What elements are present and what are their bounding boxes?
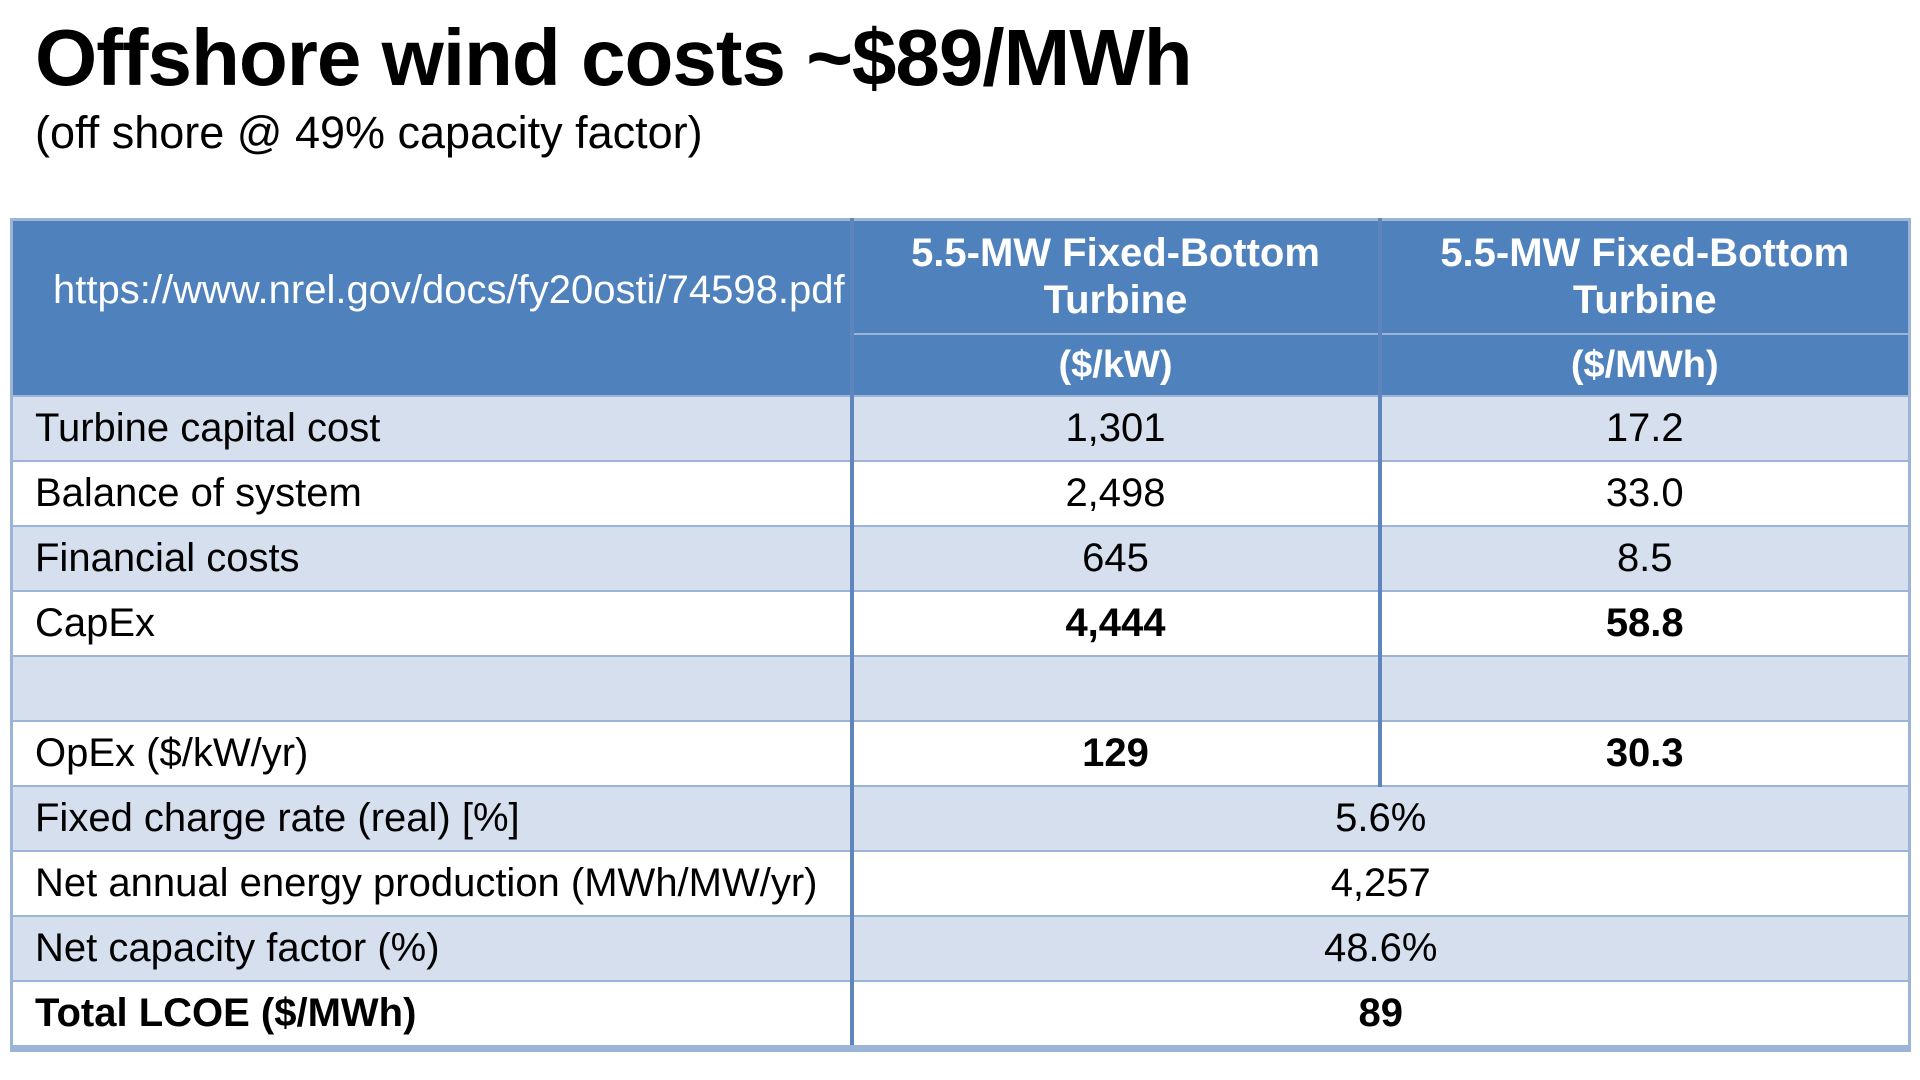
row-turbine-capital-cost: Turbine capital cost 1,301 17.2 <box>10 395 1911 462</box>
value-mwh <box>1377 655 1911 722</box>
row-label: Net capacity factor (%) <box>10 915 853 982</box>
value-mwh: 33.0 <box>1377 460 1911 527</box>
row-net-capacity-factor: Net capacity factor (%) 48.6% <box>10 915 1911 982</box>
row-label: Net annual energy production (MWh/MW/yr) <box>10 850 853 917</box>
row-net-annual-energy-production: Net annual energy production (MWh/MW/yr)… <box>10 850 1911 917</box>
source-url: https://www.nrel.gov/docs/fy20osti/74598… <box>10 218 853 397</box>
row-total-lcoe: Total LCOE ($/MWh) 89 <box>10 980 1911 1050</box>
row-label <box>10 655 853 722</box>
row-label: Fixed charge rate (real) [%] <box>10 785 853 852</box>
col-header-mwh: 5.5-MW Fixed-Bottom Turbine <box>1377 218 1911 335</box>
header-row-titles: https://www.nrel.gov/docs/fy20osti/74598… <box>10 218 1911 397</box>
row-label: Financial costs <box>10 525 853 592</box>
value-merged: 5.6% <box>849 785 1911 852</box>
header-row-units: ($/kW) ($/MWh) <box>12 333 1911 397</box>
value-mwh: 30.3 <box>1377 720 1911 787</box>
value-mwh: 17.2 <box>1377 395 1911 462</box>
row-label: Total LCOE ($/MWh) <box>10 980 853 1050</box>
value-merged: 89 <box>849 980 1911 1050</box>
row-financial-costs: Financial costs 645 8.5 <box>10 525 1911 592</box>
row-balance-of-system: Balance of system 2,498 33.0 <box>10 460 1911 527</box>
page-subtitle: (off shore @ 49% capacity factor) <box>35 107 703 158</box>
value-kw: 4,444 <box>849 590 1381 657</box>
row-opex: OpEx ($/kW/yr) 129 30.3 <box>10 720 1911 787</box>
col-unit-mwh: ($/MWh) <box>1377 333 1911 397</box>
value-kw: 2,498 <box>849 460 1381 527</box>
value-merged: 48.6% <box>849 915 1911 982</box>
row-label: Turbine capital cost <box>10 395 853 462</box>
value-kw <box>849 655 1381 722</box>
page-title: Offshore wind costs ~$89/MWh <box>35 13 1193 102</box>
row-spacer <box>10 655 1911 722</box>
value-mwh: 8.5 <box>1377 525 1911 592</box>
row-label: Balance of system <box>10 460 853 527</box>
col-header-kw: 5.5-MW Fixed-Bottom Turbine <box>849 218 1381 335</box>
row-capex: CapEx 4,444 58.8 <box>10 590 1911 657</box>
value-kw: 129 <box>849 720 1381 787</box>
col-unit-kw: ($/kW) <box>849 333 1381 397</box>
row-fixed-charge-rate: Fixed charge rate (real) [%] 5.6% <box>10 785 1911 852</box>
row-label: OpEx ($/kW/yr) <box>10 720 853 787</box>
row-label: CapEx <box>10 590 853 657</box>
value-kw: 645 <box>849 525 1381 592</box>
value-merged: 4,257 <box>849 850 1911 917</box>
offshore-wind-cost-table: https://www.nrel.gov/docs/fy20osti/74598… <box>10 218 1911 1052</box>
value-kw: 1,301 <box>849 395 1381 462</box>
value-mwh: 58.8 <box>1377 590 1911 657</box>
